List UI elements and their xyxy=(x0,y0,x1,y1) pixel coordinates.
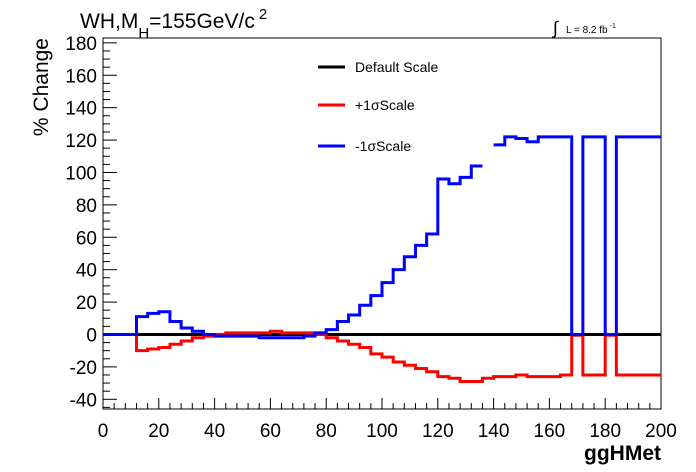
x-axis-title: ggHMet xyxy=(584,442,661,465)
y-tick-label-8: 120 xyxy=(65,131,97,152)
legend-label-plus: +1σScale xyxy=(355,97,415,113)
title-rest: =155GeV/c xyxy=(149,10,255,33)
y-tick-label-9: 140 xyxy=(65,99,97,120)
lumi-main: L = 8.2 fb xyxy=(566,25,608,36)
y-tick-label-11: 180 xyxy=(65,34,97,55)
x-tick-label-1: 20 xyxy=(148,421,169,442)
y-axis-title: % Change xyxy=(30,38,53,136)
y-tick-label-6: 80 xyxy=(76,196,97,217)
x-tick-label-2: 40 xyxy=(204,421,225,442)
title-sub: H xyxy=(138,25,149,42)
y-tick-label-1: -20 xyxy=(70,358,97,379)
lumi-integral: ∫ xyxy=(551,18,559,38)
x-tick-label-9: 180 xyxy=(589,421,621,442)
x-tick-label-10: 200 xyxy=(645,421,677,442)
legend-label-minus: -1σScale xyxy=(355,138,411,154)
legend: Default Scale +1σScale -1σScale xyxy=(318,59,438,154)
title-sup: 2 xyxy=(259,6,267,23)
series-line-1 xyxy=(103,329,661,383)
lumi-label: L = 8.2 fb -1 xyxy=(566,23,616,36)
lumi-sup: -1 xyxy=(610,23,616,30)
chart-title: WH,MH=155GeV/c 2 xyxy=(80,6,267,42)
y-tick-label-7: 100 xyxy=(65,163,97,184)
x-tick-label-7: 140 xyxy=(478,421,510,442)
x-tick-label-6: 120 xyxy=(422,421,454,442)
y-tick-label-3: 20 xyxy=(76,293,97,314)
y-tick-label-0: -40 xyxy=(70,390,97,411)
x-tick-label-3: 60 xyxy=(260,421,281,442)
x-tick-label-4: 80 xyxy=(316,421,337,442)
x-tick-label-5: 100 xyxy=(366,421,398,442)
series-line-2 xyxy=(103,135,661,340)
series-layer xyxy=(103,135,661,383)
title-main: WH,M xyxy=(80,10,138,33)
y-tick-label-5: 60 xyxy=(76,228,97,249)
y-tick-label-10: 160 xyxy=(65,66,97,87)
y-tick-label-2: 0 xyxy=(86,325,97,346)
y-tick-label-4: 40 xyxy=(76,261,97,282)
x-tick-label-8: 160 xyxy=(534,421,566,442)
axes: -40 -20 0 20 40 60 80 100 120 140 160 180 0 20 40 60 80 1… xyxy=(65,34,677,442)
legend-label-default: Default Scale xyxy=(355,59,438,75)
x-tick-label-0: 0 xyxy=(98,421,109,442)
